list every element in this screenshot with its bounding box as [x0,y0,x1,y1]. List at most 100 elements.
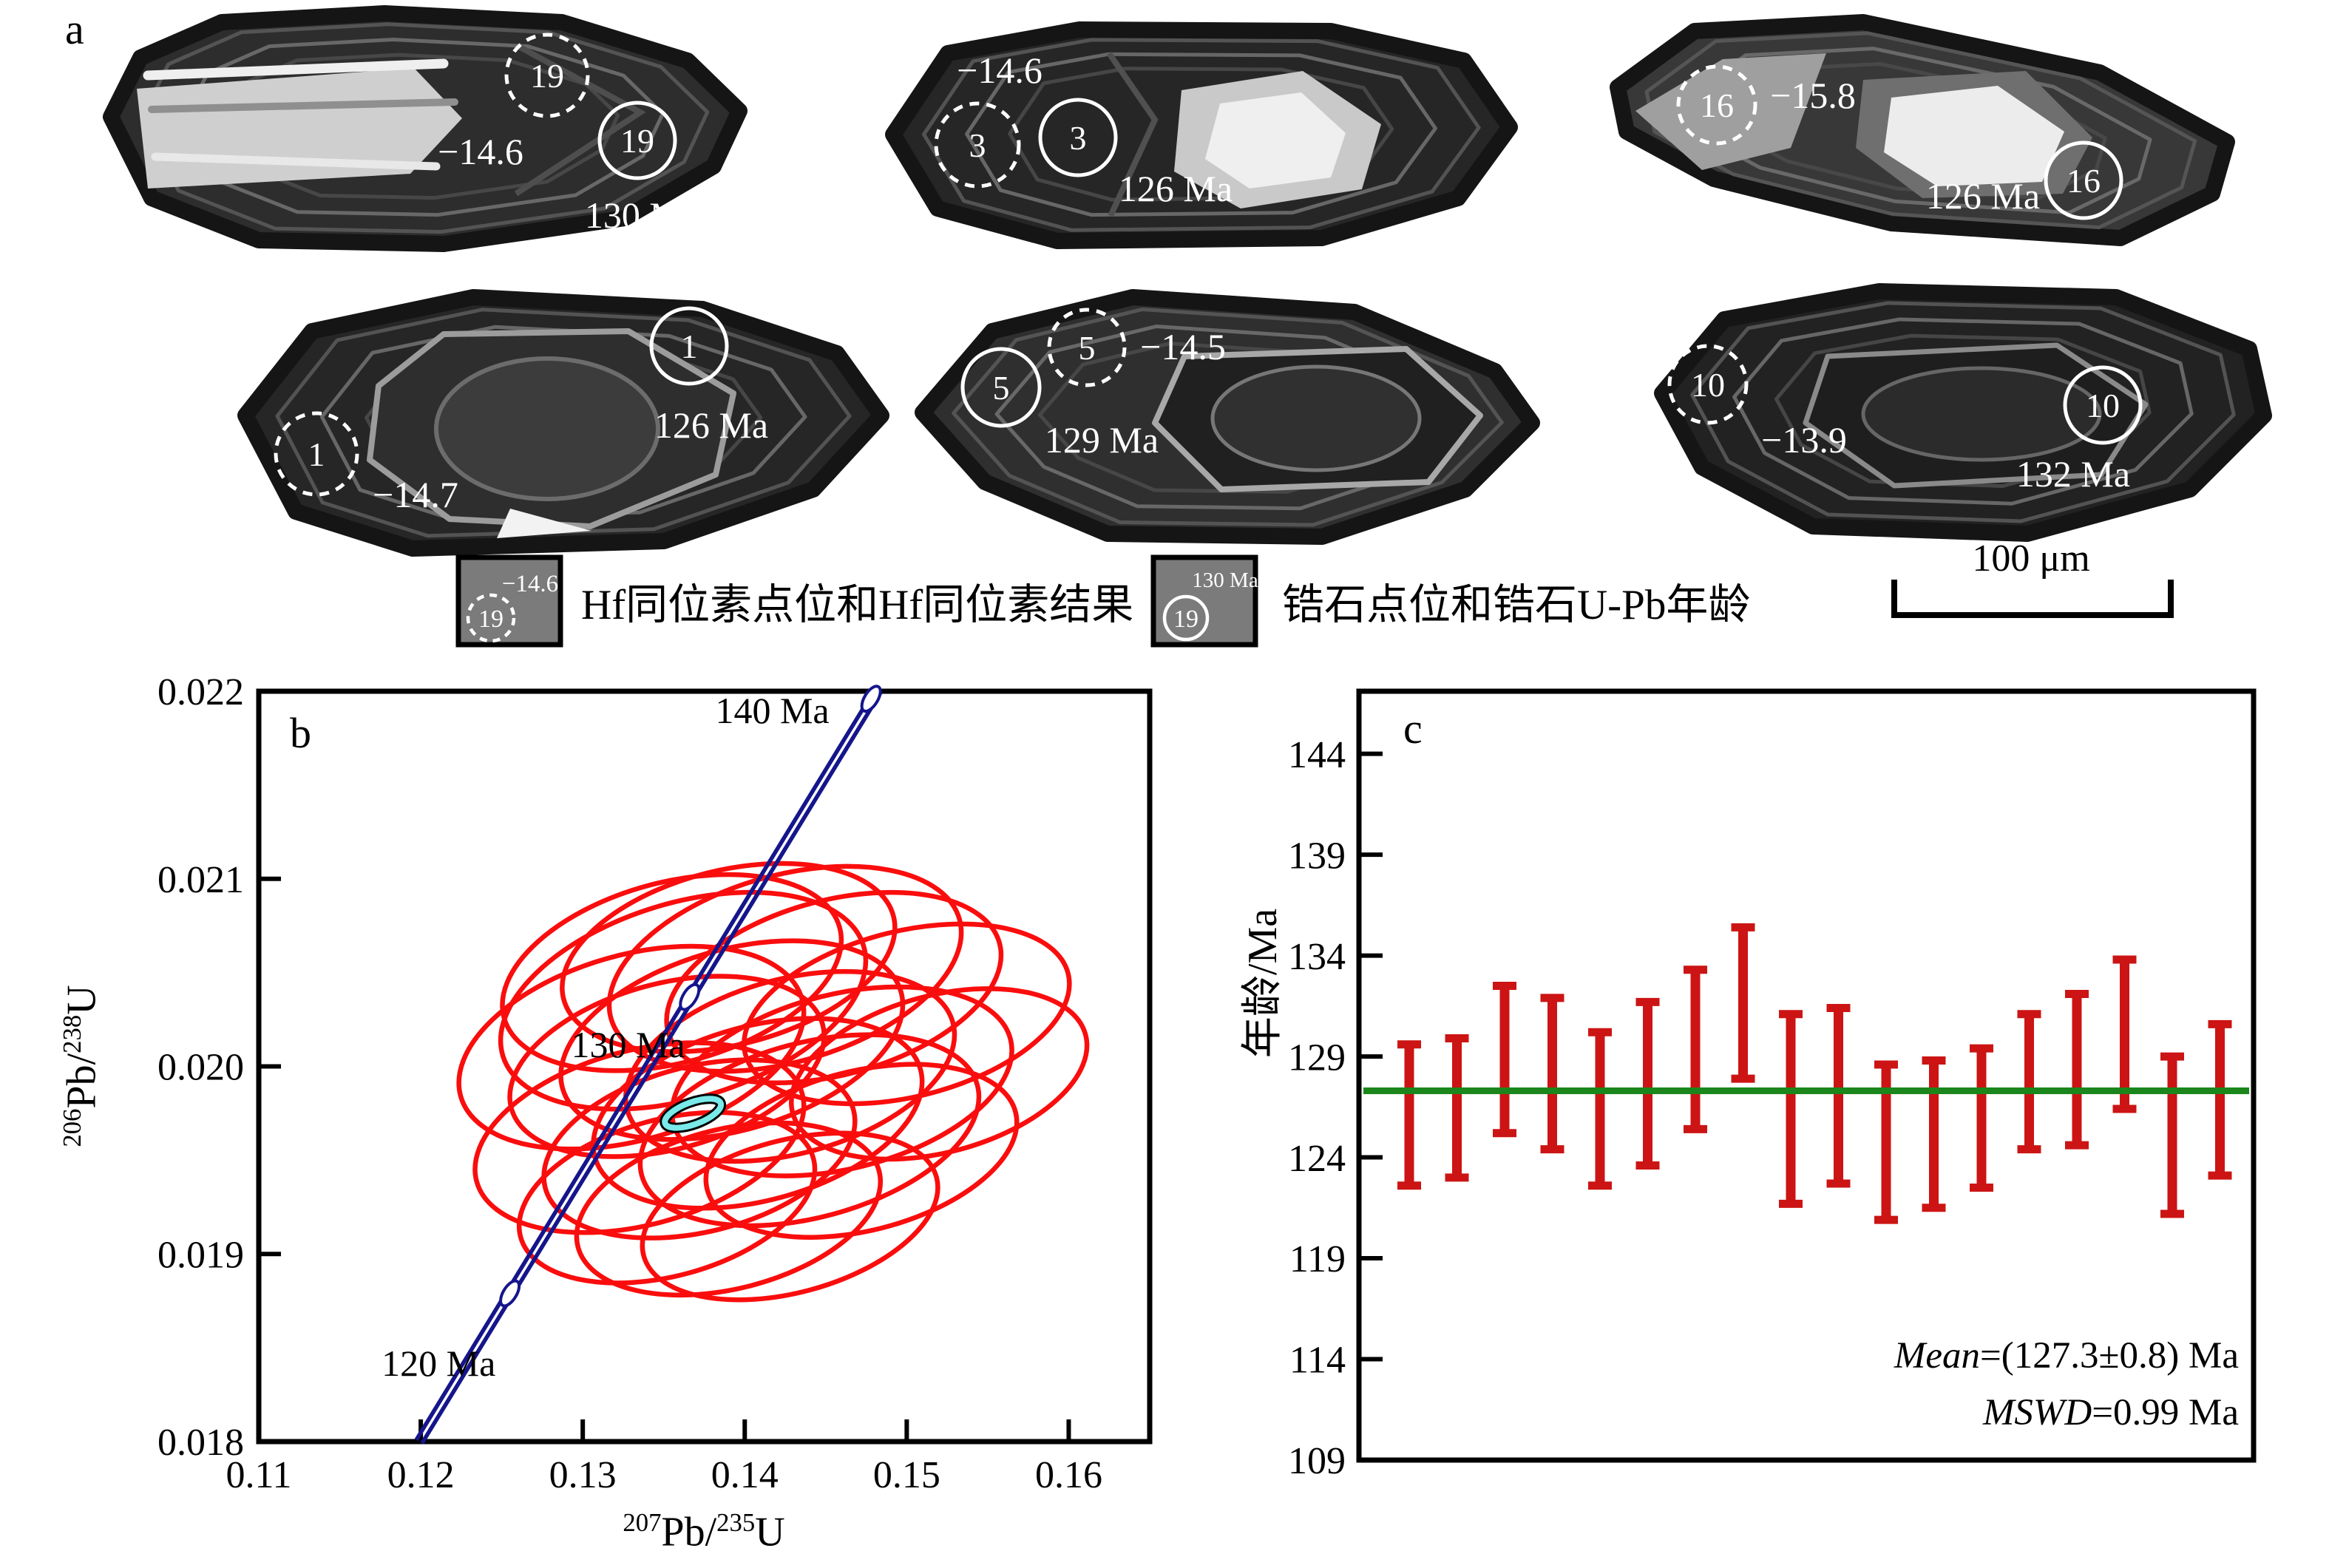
hf-spot-circle [1676,64,1757,146]
panel-a-label: a [65,5,84,53]
age-error-bar [1922,1056,1946,1212]
upb-spot-number: 10 [2086,387,2120,424]
concordia-age-label: 130 Ma [571,1024,685,1065]
zircon-grain-4: 1 1 −14.7 126 Ma [237,289,889,557]
mean-line: Mean=(127.3±0.8) Ma [1647,1328,2239,1385]
zircon-grain-6: 10 10 −13.9 132 Ma [1654,283,2272,542]
upb-age-value: 126 Ma [654,404,768,446]
age-error-bar [1731,923,1755,1083]
hf-spot-circle [1047,308,1127,387]
hf-spot-number: 3 [969,126,986,164]
svg-text:19: 19 [478,605,504,633]
error-ellipse [574,1120,884,1298]
y-tick-label: 0.019 [157,1234,244,1276]
x-title-base-1: Pb/ [661,1509,717,1555]
y-tick-label: 144 [1288,734,1346,776]
age-error-bar [1493,982,1516,1138]
zircon-grain-5: 5 5 −14.5 129 Ma [915,289,1540,545]
hf-isotope-value: −15.8 [1770,75,1856,116]
upb-age-value: 126 Ma [1926,175,2040,217]
age-error-bar [1970,1044,1993,1192]
upb-age-value: 132 Ma [2016,453,2130,495]
zircon-grain-2: 3 3 −14.6 126 Ma [885,21,1518,249]
concordia-age-marker [679,982,701,1011]
panel-c-label: c [1403,705,1423,753]
upb-spot-number: 19 [620,122,654,160]
concordia-line [414,685,883,1445]
y-tick-label: 109 [1288,1440,1346,1482]
mean-word: Mean [1894,1335,1981,1377]
mswd-word: MSWD [1982,1391,2092,1433]
mean-value: =(127.3±0.8) Ma [1980,1335,2239,1377]
concordia-age-label: 120 Ma [382,1343,495,1384]
hf-spot-circle [504,33,590,118]
concordia-age-marker [860,685,882,713]
age-error-bar [2160,1052,2184,1218]
svg-text:19: 19 [1173,605,1199,633]
hf-spot-number: 5 [1079,329,1096,367]
x-tick-label: 0.11 [226,1454,291,1496]
age-error-bar [2112,955,2137,1113]
y-tick-label: 139 [1288,835,1346,877]
hf-isotope-value: −14.6 [957,50,1043,91]
x-tick-label: 0.12 [387,1454,455,1496]
y-title-mass-1: 206 [58,1108,87,1147]
panel-b-label: b [290,709,311,757]
y-tick-label: 0.020 [157,1047,244,1089]
hf-spot-number: 19 [530,57,564,95]
age-error-bar [1540,994,1564,1154]
x-title-mass-1: 207 [623,1508,662,1537]
y-title-base-1: Pb/ [58,1053,105,1109]
mswd-line: MSWD=0.99 Ma [1647,1385,2239,1442]
upb-spot-number: 1 [681,327,698,365]
age-error-bar [1397,1040,1421,1190]
error-ellipse [472,1040,807,1235]
x-title-base-2: U [755,1509,785,1555]
y-tick-label: 134 [1288,936,1346,978]
upb-age-value: 130 Ma [585,194,699,236]
concordia-age-label: 140 Ma [715,690,829,731]
hf-isotope-value: −14.7 [373,474,458,515]
legend-icon-superscript: −14.6 [502,571,558,597]
error-ellipse [637,1032,982,1229]
y-tick-label: 0.018 [157,1422,244,1464]
legend-icon-superscript: 130 Ma [1192,569,1258,592]
error-ellipse [516,1110,818,1286]
hf-isotope-value: −13.9 [1761,419,1847,461]
age-error-bar [1635,997,1660,1170]
upb-spot-circle [649,306,729,386]
legend-upb-text: 锆石点位和锆石U-Pb年龄 [1282,582,1751,628]
error-ellipse [640,1130,940,1303]
y-title-base-2: U [58,985,105,1015]
x-tick-label: 0.13 [549,1454,617,1496]
upb-spot-circle [1038,98,1118,177]
upb-age-value: 126 Ma [1119,168,1233,209]
error-ellipse [560,861,898,1054]
x-title-mass-2: 235 [716,1508,756,1537]
mswd-value: =0.99 Ma [2092,1391,2239,1433]
upb-spot-circle [597,101,677,180]
y-tick-label: 114 [1289,1340,1346,1382]
scale-bar [1891,580,2174,618]
panel-c-weighted-mean-plot: 144 139 134 129 124 119 114 109 [1288,688,2257,1482]
upb-spot-circle [2044,140,2123,220]
mean-mswd-annotation: Mean=(127.3±0.8) Ma MSWD=0.99 Ma [1647,1328,2239,1441]
panel-a-legend-icons: 19 −14.6 19 130 Ma [455,554,1258,648]
age-error-bar [1588,1028,1612,1190]
error-ellipse [558,938,906,1142]
hf-isotope-value: −14.6 [438,131,523,172]
panel-b-y-axis-title: 206Pb/238U [43,837,105,1295]
x-tick-label: 0.16 [1035,1454,1102,1496]
y-tick-label: 0.021 [157,859,244,901]
hf-spot-circle [274,411,359,497]
age-error-bars [1397,923,2232,1224]
hf-spot-number: 10 [1691,366,1725,404]
hf-spot-circle [934,101,1021,189]
y-title-mass-2: 238 [58,1014,87,1053]
concordia-age-marker [499,1279,521,1308]
age-error-bar [2208,1019,2232,1180]
